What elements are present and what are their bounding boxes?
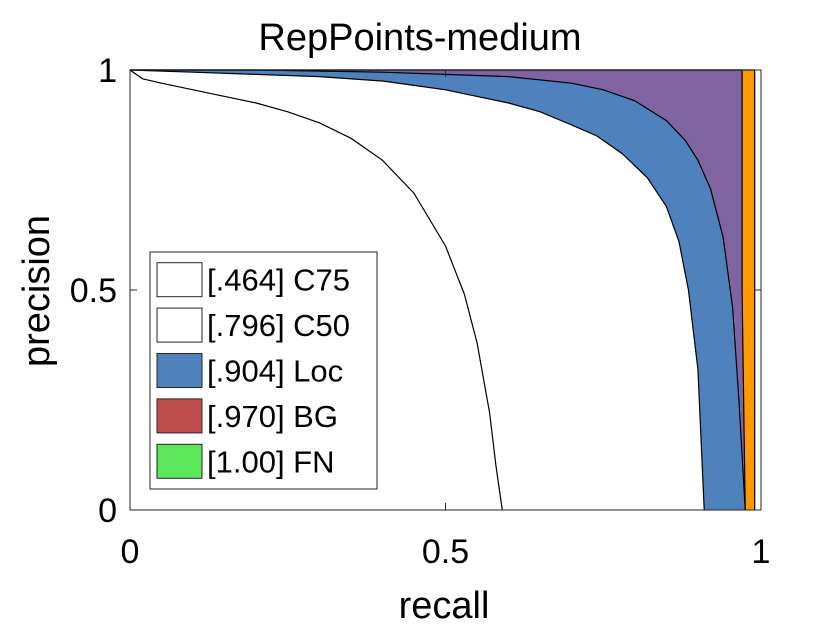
y-tick-label: 1: [98, 52, 117, 90]
curve-3: [130, 69, 746, 511]
y-axis-label: precision: [16, 215, 58, 367]
legend-swatch: [156, 353, 203, 388]
chart-title: RepPoints-medium: [258, 17, 581, 59]
x-tick-label: 0.5: [422, 533, 469, 571]
axis-ticks: 0 0.5 1 0 0.5 1: [70, 52, 771, 571]
y-tick-label: 0.5: [70, 272, 117, 310]
legend-swatch: [156, 398, 203, 434]
legend-label: [.464] C75: [207, 263, 350, 298]
legend-label: [1.00] FN: [207, 444, 335, 479]
legend-swatch: [156, 262, 203, 298]
legend-label: [.796] C50: [207, 308, 350, 343]
x-axis-label: recall: [399, 585, 490, 627]
curve-1: [129, 69, 503, 511]
curve-lines: [129, 69, 756, 511]
curve-2: [129, 69, 705, 511]
x-tick-label: 0: [121, 533, 140, 571]
legend: [.464] C75 [.796] C50 [.904] Loc [.970] BG […: [149, 251, 378, 490]
legend-swatch: [156, 307, 203, 343]
x-tick-label: 1: [752, 533, 771, 571]
y-tick-label: 0: [98, 492, 117, 530]
legend-swatch: [156, 443, 203, 479]
legend-label: [.970] BG: [207, 399, 338, 434]
legend-label: [.904] Loc: [207, 354, 343, 389]
